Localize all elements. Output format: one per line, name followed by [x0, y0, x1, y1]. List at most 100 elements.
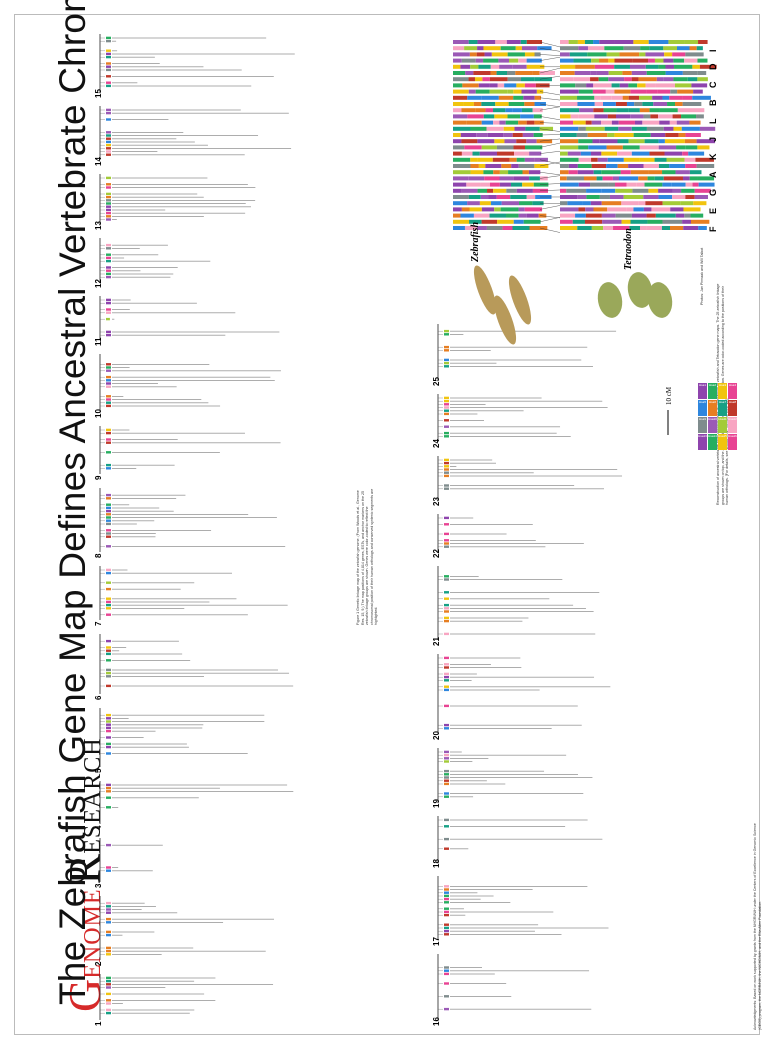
chr5-gene-label — [112, 743, 187, 745]
chr17-gene-label — [450, 934, 562, 935]
chr2-gene-label — [112, 947, 194, 949]
chr14-gene-label — [112, 148, 292, 149]
legend-cell: Hsa2 — [708, 383, 717, 399]
chr9-gene-block — [106, 431, 111, 435]
zebrafish-photo — [473, 265, 497, 315]
zebrafish-segment — [475, 108, 486, 113]
chr13-gene-label — [112, 216, 204, 217]
chr17-gene-label — [450, 892, 478, 894]
tetraodon-segment — [577, 40, 585, 44]
zebrafish-segment — [488, 195, 497, 199]
chr8-gene-block — [106, 522, 111, 526]
chr2-gene-label — [112, 934, 123, 936]
chr16-gene-block — [444, 966, 449, 969]
tetraodon-segment — [624, 77, 632, 82]
zebrafish-segment — [523, 219, 541, 224]
chr10-gene-label — [112, 402, 209, 404]
chr19-gene-label — [450, 793, 584, 794]
chr5-gene-block — [106, 729, 111, 733]
chr15-gene-block — [106, 52, 111, 56]
zebrafish-segment — [453, 58, 462, 63]
zebrafish-segment — [534, 164, 549, 168]
tetraodon-segment — [672, 188, 682, 193]
tetraodon-segment — [594, 102, 604, 106]
zebrafish-segment — [461, 139, 478, 144]
chr14-gene-label — [112, 151, 158, 152]
chr5-gene-block — [106, 720, 111, 723]
tetraodon-segment — [577, 95, 595, 100]
chr21-gene-block — [444, 619, 449, 623]
chr21-gene-block — [444, 607, 449, 610]
zebrafish-segment — [529, 176, 540, 181]
zebrafish-segment — [497, 83, 505, 88]
chr24-gene-label — [450, 407, 608, 408]
chr12-gene-block — [106, 253, 111, 256]
chr7-gene-block — [106, 607, 111, 610]
chr17-gene-block — [444, 923, 449, 926]
chr16-gene-label — [450, 996, 512, 997]
zebrafish-segment — [480, 195, 489, 199]
tetraodon-segment — [631, 71, 647, 75]
chr11-gene-label — [112, 334, 226, 336]
zebrafish-photo — [508, 275, 532, 325]
tetraodon-segment — [568, 164, 578, 168]
chr4-gene-block — [106, 806, 111, 809]
zebrafish-segment — [496, 151, 515, 156]
tetraodon-segment — [623, 195, 644, 199]
tetraodon-photo — [647, 282, 673, 318]
chr24-gene-block — [444, 425, 449, 428]
tetraodon-segment — [671, 182, 686, 187]
chr25-gene-block — [444, 349, 449, 352]
legend-cell: Hsa6 — [708, 400, 717, 416]
tetraodon-segment — [585, 213, 602, 218]
zebrafish-segment — [460, 64, 471, 69]
tetraodon-segment — [560, 52, 570, 57]
tetraodon-segment — [560, 102, 578, 106]
zebrafish-segment — [453, 114, 468, 119]
zebrafish-segment — [466, 182, 481, 187]
zebrafish-segment — [461, 108, 476, 113]
chr5-gene-block — [106, 726, 111, 730]
tetraodon-segment — [673, 126, 682, 131]
tetraodon-segment — [654, 58, 664, 63]
zebrafish-segment — [518, 213, 527, 218]
chr7-gene-label — [112, 572, 232, 574]
chr18-gene-label — [450, 848, 469, 850]
zebrafish-segment — [453, 213, 461, 218]
chromosome-label: 12 — [94, 279, 103, 288]
tetraodon-segment — [601, 151, 618, 156]
tetraodon-segment — [569, 52, 588, 57]
zebrafish-segment — [467, 95, 482, 100]
chr12-gene-block — [106, 259, 111, 263]
tetraodon-segment — [642, 120, 660, 125]
chr17-gene-label — [450, 924, 539, 926]
legend-cell: Hsa11 — [718, 417, 727, 433]
chromosome-label: 25 — [432, 377, 441, 386]
chr24-gene-label — [450, 404, 486, 405]
tetraodon-segment — [614, 182, 627, 187]
tetraodon-segment — [643, 114, 651, 119]
tetraodon-segment — [628, 95, 640, 100]
tetraodon-segment — [677, 89, 694, 94]
chr22-gene-block — [444, 516, 449, 520]
tetraodon-segment — [672, 195, 686, 199]
tetraodon-segment — [642, 102, 654, 106]
chr19-gene-label — [450, 761, 473, 762]
chr12-gene-label — [112, 254, 159, 256]
zebrafish-segment — [489, 83, 498, 88]
zebrafish-segment — [453, 219, 470, 224]
tetraodon-segment — [607, 157, 624, 162]
zebrafish-segment — [499, 182, 511, 187]
tetraodon-segment — [649, 46, 664, 51]
zebrafish-segment — [513, 145, 525, 150]
tetraodon-segment — [685, 182, 693, 187]
tetraodon-segment — [577, 226, 592, 230]
chr16-gene-label — [450, 1008, 592, 1010]
chr1-gene-label — [112, 980, 195, 982]
ortholog-connector — [539, 138, 561, 142]
chr13-gene-block — [106, 205, 111, 208]
chr19-gene-label — [450, 780, 487, 782]
tetraodon-segment — [665, 133, 679, 137]
chr19-gene-block — [444, 795, 449, 798]
chr1-gene-label — [112, 1000, 216, 1001]
